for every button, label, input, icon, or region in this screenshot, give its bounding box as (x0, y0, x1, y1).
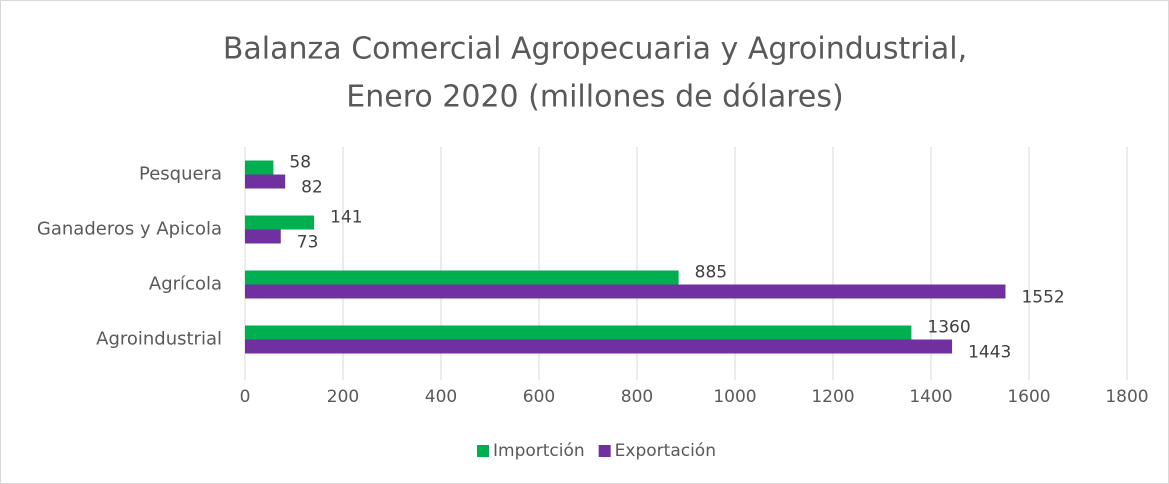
x-tick-label: 1000 (713, 387, 756, 407)
chart-title: Enero 2020 (millones de dólares) (346, 80, 843, 115)
bar (245, 284, 1006, 299)
chart-title: Balanza Comercial Agropecuaria y Agroind… (223, 32, 967, 67)
y-tick-label: Ganaderos y Apicola (37, 219, 222, 240)
x-tick-label: 200 (327, 387, 359, 407)
legend-label: Importción (493, 441, 585, 461)
legend-label: Exportación (615, 441, 716, 461)
data-label: 82 (301, 178, 323, 198)
x-tick-label: 1200 (811, 387, 854, 407)
data-label: 1552 (1021, 288, 1064, 308)
bar (245, 174, 286, 189)
y-tick-label: Agroindustrial (96, 329, 222, 350)
y-tick-label: Agrícola (149, 274, 222, 295)
x-tick-label: 800 (621, 387, 653, 407)
data-label: 885 (695, 263, 727, 283)
x-tick-label: 1400 (909, 387, 952, 407)
x-tick-label: 0 (240, 387, 251, 407)
legend-swatch (477, 445, 489, 457)
x-tick-label: 400 (425, 387, 457, 407)
data-label: 141 (330, 208, 362, 228)
data-label: 1360 (927, 318, 970, 338)
y-tick-label: Pesquera (139, 164, 222, 185)
bar (245, 339, 953, 354)
bar (245, 270, 679, 285)
legend-swatch (598, 445, 611, 457)
bar (245, 160, 274, 175)
bar (245, 229, 281, 244)
data-label: 58 (289, 153, 311, 173)
x-tick-label: 1800 (1105, 387, 1148, 407)
x-tick-label: 600 (523, 387, 555, 407)
data-label: 1443 (968, 343, 1011, 363)
bar (245, 325, 912, 340)
data-label: 73 (297, 233, 319, 253)
bar (245, 215, 315, 230)
x-tick-label: 1600 (1007, 387, 1050, 407)
